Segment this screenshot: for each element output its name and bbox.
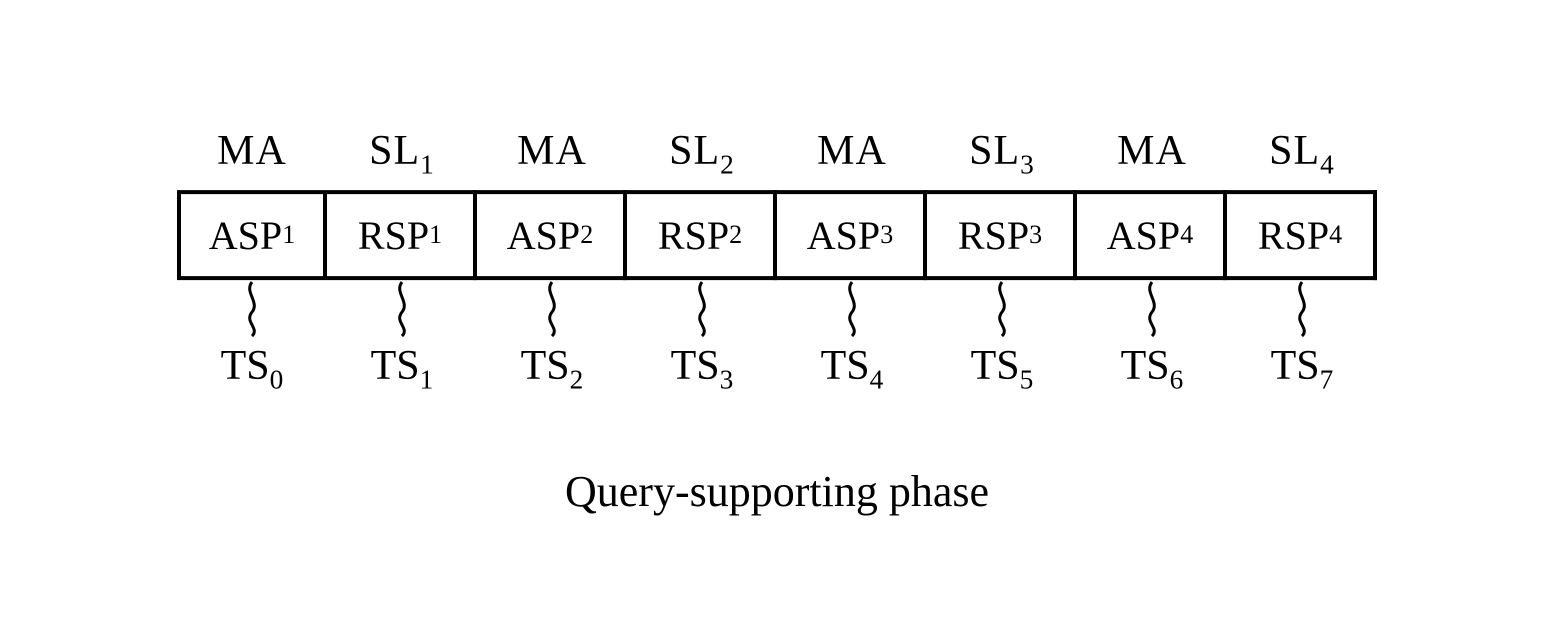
ts-sub: 1: [420, 365, 434, 395]
squiggle-connector: [777, 281, 927, 339]
top-label-text: MA: [517, 128, 587, 174]
timeslot-cell: RSP2: [627, 191, 777, 281]
ts-text: TS: [671, 344, 720, 390]
ts-text: TS: [1121, 344, 1170, 390]
top-label-text: SL: [369, 128, 420, 174]
squiggle-icon: [539, 281, 565, 339]
ts-label: TS0: [177, 343, 327, 396]
top-label: MA: [1077, 127, 1227, 180]
top-label: SL3: [927, 127, 1077, 180]
ts-sub: 2: [570, 365, 584, 395]
ts-label: TS4: [777, 343, 927, 396]
top-label-text: SL: [1269, 128, 1320, 174]
ts-sub: 3: [720, 365, 734, 395]
top-label: SL2: [627, 127, 777, 180]
squiggle-icon: [239, 281, 265, 339]
ts-text: TS: [521, 344, 570, 390]
cell-text: ASP: [209, 212, 282, 259]
ts-text: TS: [221, 344, 270, 390]
ts-label: TS2: [477, 343, 627, 396]
squiggle-icon: [389, 281, 415, 339]
ts-sub: 4: [870, 365, 884, 395]
ts-sub: 7: [1320, 365, 1334, 395]
cell-sub: 1: [429, 221, 442, 251]
top-label: SL1: [327, 127, 477, 180]
timeslot-cell: ASP3: [777, 191, 927, 281]
timeslot-cell: ASP4: [1077, 191, 1227, 281]
cell-sub: 2: [729, 221, 742, 251]
squiggle-row: [177, 281, 1377, 339]
cell-sub: 4: [1329, 221, 1342, 251]
cell-text: RSP: [958, 212, 1029, 259]
ts-text: TS: [371, 344, 420, 390]
ts-label: TS6: [1077, 343, 1227, 396]
squiggle-connector: [177, 281, 327, 339]
cell-sub: 4: [1180, 221, 1193, 251]
cell-sub: 2: [580, 221, 593, 251]
timing-diagram: MA SL1 MA SL2 MA SL3 MA SL4 ASP1 RSP1 AS…: [177, 127, 1377, 517]
squiggle-icon: [989, 281, 1015, 339]
squiggle-connector: [1077, 281, 1227, 339]
timeslot-cell: ASP1: [177, 191, 327, 281]
ts-label: TS1: [327, 343, 477, 396]
squiggle-icon: [689, 281, 715, 339]
ts-sub: 6: [1170, 365, 1184, 395]
squiggle-icon: [839, 281, 865, 339]
diagram-caption: Query-supporting phase: [565, 466, 989, 517]
timeslot-cell: RSP1: [327, 191, 477, 281]
top-label-text: MA: [217, 128, 287, 174]
top-label-text: MA: [817, 128, 887, 174]
cell-text: ASP: [1107, 212, 1180, 259]
top-label-text: SL: [669, 128, 720, 174]
cell-text: RSP: [1258, 212, 1329, 259]
cell-sub: 3: [880, 221, 893, 251]
ts-label: TS3: [627, 343, 777, 396]
squiggle-connector: [327, 281, 477, 339]
top-label-text: MA: [1117, 128, 1187, 174]
cell-text: RSP: [658, 212, 729, 259]
top-label-sub: 1: [420, 150, 435, 180]
ts-sub: 0: [270, 365, 284, 395]
top-label-row: MA SL1 MA SL2 MA SL3 MA SL4: [177, 127, 1377, 180]
cell-sub: 1: [282, 221, 295, 251]
squiggle-connector: [927, 281, 1077, 339]
ts-text: TS: [971, 344, 1020, 390]
cell-sub: 3: [1029, 221, 1042, 251]
ts-text: TS: [821, 344, 870, 390]
top-label: MA: [177, 127, 327, 180]
squiggle-connector: [477, 281, 627, 339]
timeslot-cell: ASP2: [477, 191, 627, 281]
ts-label: TS5: [927, 343, 1077, 396]
top-label: MA: [477, 127, 627, 180]
squiggle-connector: [627, 281, 777, 339]
top-label: SL4: [1227, 127, 1377, 180]
ts-label: TS7: [1227, 343, 1377, 396]
squiggle-icon: [1139, 281, 1165, 339]
squiggle-connector: [1227, 281, 1377, 339]
timeslot-cell: RSP4: [1227, 191, 1377, 281]
top-label-sub: 3: [1020, 150, 1035, 180]
timeslot-cell: RSP3: [927, 191, 1077, 281]
top-label-sub: 2: [720, 150, 735, 180]
cell-text: RSP: [358, 212, 429, 259]
top-label-text: SL: [969, 128, 1020, 174]
squiggle-icon: [1289, 281, 1315, 339]
ts-label-row: TS0 TS1 TS2 TS3 TS4 TS5 TS6 TS7: [177, 343, 1377, 396]
cell-row: ASP1 RSP1 ASP2 RSP2 ASP3 RSP3 ASP4 RSP4: [177, 191, 1377, 281]
top-label-sub: 4: [1320, 150, 1335, 180]
ts-text: TS: [1271, 344, 1320, 390]
top-label: MA: [777, 127, 927, 180]
cell-text: ASP: [507, 212, 580, 259]
cell-text: ASP: [807, 212, 880, 259]
ts-sub: 5: [1020, 365, 1034, 395]
